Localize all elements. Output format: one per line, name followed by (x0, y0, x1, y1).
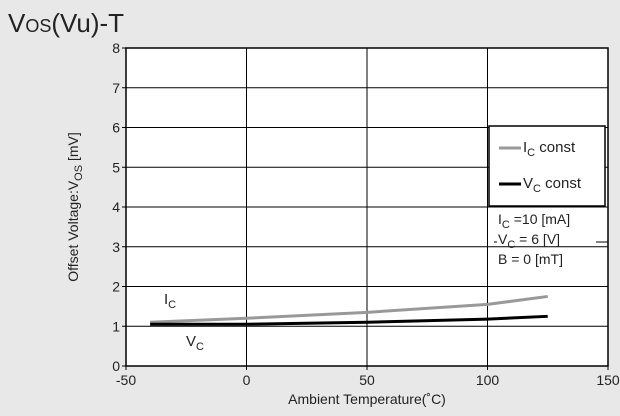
condition-3: B = 0 [mT] (498, 251, 563, 267)
legend-box (488, 125, 606, 207)
y-tick-label: 5 (112, 159, 120, 175)
series-tag-ic-main: I (164, 291, 168, 308)
legend-label-1-main: I (523, 139, 527, 156)
y-axis-label-subscript: OS (73, 165, 85, 181)
condition-2-subscript: C (507, 239, 515, 251)
legend-label-1-subscript: C (527, 147, 535, 159)
x-axis-label: Ambient Temperature(˚C) (288, 391, 446, 407)
legend-label-2-main: V (523, 175, 533, 192)
y-tick-label: 7 (112, 80, 120, 96)
condition-2-rest: = 6 [V] (515, 231, 560, 247)
chart-title-subscript: OS (25, 16, 52, 36)
series-tag-ic-subscript: C (168, 299, 176, 311)
series-tag-vc: VC (186, 333, 204, 353)
chart-title-main: V (8, 8, 26, 38)
x-tick-label: 50 (359, 372, 375, 388)
condition-2-main: V (498, 231, 508, 247)
chart-title: VOS(Vu)-T (8, 8, 124, 39)
series-tag-ic: IC (164, 291, 176, 311)
series-tag-vc-subscript: C (196, 341, 204, 353)
condition-1: IC =10 [mA] (498, 211, 570, 231)
condition-1-main: I (498, 211, 502, 227)
legend-label-2: VC const (523, 175, 582, 195)
x-tick-label: 100 (476, 372, 500, 388)
chart-title-rest: (Vu)-T (51, 8, 125, 38)
x-tick-label: 150 (596, 372, 620, 388)
legend-label-2-subscript: C (533, 183, 541, 195)
y-tick-label: 4 (112, 199, 120, 215)
legend-label-1: IC const (523, 139, 576, 159)
y-tick-label: 2 (112, 279, 120, 295)
y-axis-label-main: Offset Voltage:V (65, 180, 81, 282)
legend-label-2-rest: const (541, 175, 582, 192)
y-tick-label: 6 (112, 120, 120, 136)
condition-2: VC = 6 [V] (498, 231, 560, 251)
condition-1-rest: =10 [mA] (510, 211, 570, 227)
y-tick-label: 0 (112, 358, 120, 374)
condition-3-main: B (498, 251, 507, 267)
condition-3-rest: = 0 [mT] (507, 251, 563, 267)
y-tick-label: 3 (112, 239, 120, 255)
y-axis-label-group: Offset Voltage:VOS [mV] (65, 132, 85, 282)
y-tick-label: 1 (112, 318, 120, 334)
y-axis-label-rest: [mV] (65, 132, 81, 165)
y-tick-label: 8 (112, 40, 120, 56)
legend-label-1-rest: const (535, 139, 576, 156)
series-line-1 (150, 294, 548, 324)
series-tag-vc-main: V (186, 333, 196, 350)
x-tick-label: -50 (116, 372, 136, 388)
condition-1-subscript: C (502, 219, 510, 231)
y-axis-label: Offset Voltage:VOS [mV] (65, 132, 85, 282)
x-tick-label: 0 (243, 372, 251, 388)
series-line-2 (150, 314, 548, 326)
